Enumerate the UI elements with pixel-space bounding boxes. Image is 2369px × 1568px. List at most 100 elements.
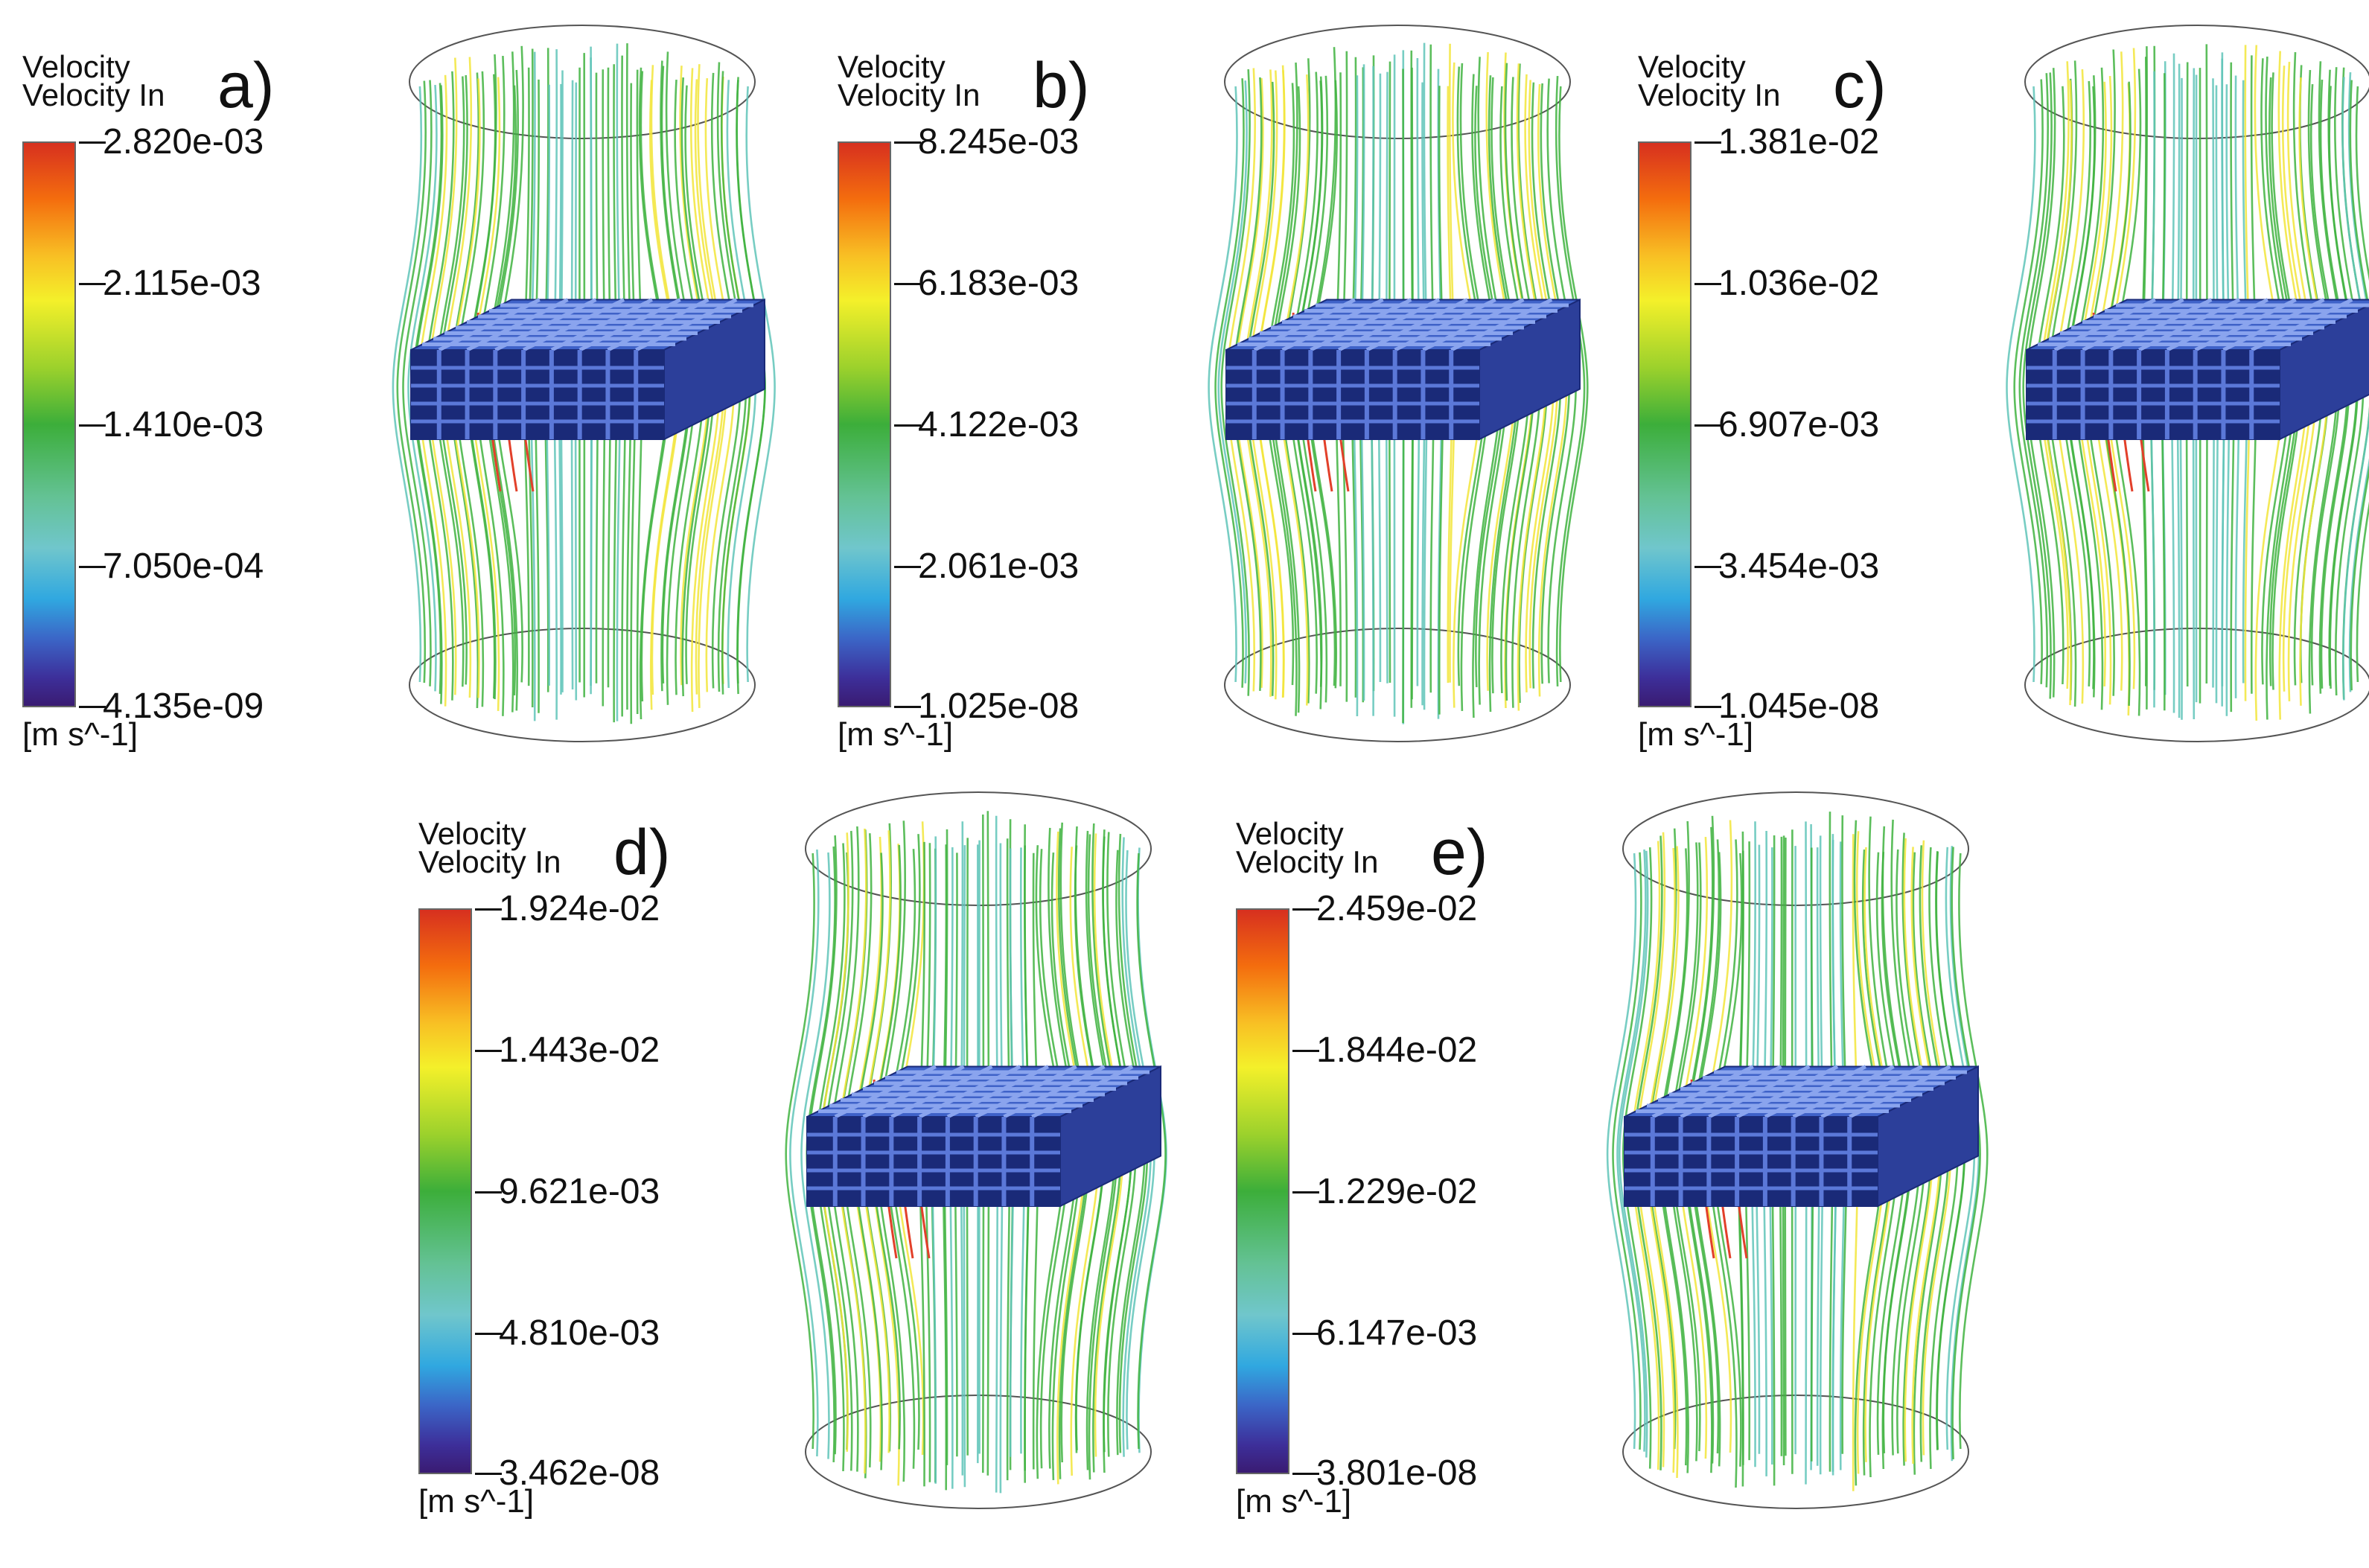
tick-label-mid: 1.229e-02 xyxy=(1316,1172,1478,1211)
colorbar-tick xyxy=(1694,566,1721,568)
legend-unit: [m s^-1] xyxy=(418,1483,535,1520)
lattice-strut xyxy=(2053,298,2156,352)
legend-subtitle: Velocity In xyxy=(22,77,165,112)
streamline xyxy=(396,80,427,683)
tick-label-min: 1.045e-08 xyxy=(1718,686,1880,726)
colorbar-tick xyxy=(79,424,106,427)
streamline xyxy=(1958,852,1989,1450)
lattice-strut xyxy=(918,1065,1021,1119)
streamline xyxy=(2341,77,2369,701)
colorbar-tick xyxy=(894,283,921,285)
tick-label-min: 3.462e-08 xyxy=(499,1453,660,1493)
lattice-strut xyxy=(466,298,569,352)
colorbar-tick xyxy=(894,706,921,708)
lattice-front-face xyxy=(1225,349,1480,440)
outlet-ellipse xyxy=(409,628,756,742)
tick-label-max: 2.459e-02 xyxy=(1316,889,1478,928)
colorbar-tick xyxy=(1292,1333,1319,1335)
lattice-block xyxy=(2026,298,2369,441)
lattice-strut xyxy=(1680,1065,1782,1119)
panel-d: Velocity Velocity In d) 1.924e-02 1.443e… xyxy=(418,767,1208,1541)
colorbar-tick xyxy=(1694,706,1721,708)
colorbar-tick xyxy=(79,566,106,568)
tick-label-mid: 9.621e-03 xyxy=(499,1172,660,1211)
streamline-scene xyxy=(785,791,1167,1509)
inlet-ellipse xyxy=(2024,25,2369,139)
lattice-strut xyxy=(550,298,654,352)
panel-c: Velocity Velocity In c) 1.381e-02 1.036e… xyxy=(1638,0,2369,774)
streamline xyxy=(402,80,433,686)
colorbar-tick xyxy=(475,1050,502,1052)
tick-label-q1: 3.454e-03 xyxy=(1718,546,1880,586)
tick-label-mid: 1.410e-03 xyxy=(103,405,264,444)
lattice-strut xyxy=(1792,1065,1895,1119)
lattice-strut xyxy=(946,1065,1050,1119)
tick-label-min: 1.025e-08 xyxy=(918,686,1080,726)
legend-unit: [m s^-1] xyxy=(22,716,138,753)
streamline xyxy=(1606,852,1637,1450)
legend-unit: [m s^-1] xyxy=(1236,1483,1352,1520)
streamline xyxy=(800,852,831,1459)
colorbar-tick xyxy=(1694,424,1721,427)
streamline xyxy=(2006,86,2036,683)
streamline xyxy=(2355,86,2369,683)
tick-label-q1: 7.050e-04 xyxy=(103,546,264,586)
streamline xyxy=(1208,86,1238,683)
tick-label-max: 8.245e-03 xyxy=(918,122,1080,162)
lattice-strut xyxy=(1310,298,1412,352)
colorbar xyxy=(1638,141,1692,707)
streamline xyxy=(1622,847,1653,1469)
colorbar-legend: Velocity Velocity In a) 2.820e-03 2.115e… xyxy=(22,0,395,774)
tick-label-q3: 1.443e-02 xyxy=(499,1030,660,1070)
streamline xyxy=(2013,79,2044,684)
legend-subtitle: Velocity In xyxy=(1638,77,1781,112)
lattice-strut xyxy=(635,298,738,352)
streamline xyxy=(1558,86,1589,683)
colorbar-legend: Velocity Velocity In d) 1.924e-02 1.443e… xyxy=(418,767,791,1541)
colorbar-tick xyxy=(79,141,106,144)
lattice-strut xyxy=(1651,1065,1754,1119)
panel-b: Velocity Velocity In b) 8.245e-03 6.183e… xyxy=(838,0,1627,774)
lattice-strut xyxy=(2251,298,2353,352)
streamline xyxy=(1220,69,1251,696)
streamline xyxy=(1616,849,1647,1452)
colorbar-legend: Velocity Velocity In b) 8.245e-03 6.183e… xyxy=(838,0,1210,774)
lattice-strut xyxy=(607,298,710,352)
streamline xyxy=(745,86,776,683)
colorbar-tick xyxy=(1694,283,1721,285)
lattice-block xyxy=(806,1065,1161,1208)
legend-title: Velocity xyxy=(1236,816,1344,851)
lattice-strut xyxy=(1281,298,1384,352)
streamline xyxy=(785,852,815,1450)
colorbar-tick xyxy=(475,1473,502,1475)
lattice-block xyxy=(1624,1065,1979,1208)
lattice-strut xyxy=(2222,298,2325,352)
inlet-ellipse xyxy=(409,25,756,139)
lattice-strut xyxy=(1394,298,1496,352)
lattice-strut xyxy=(1253,298,1356,352)
lattice-strut xyxy=(1337,298,1441,352)
colorbar-tick xyxy=(894,424,921,427)
colorbar-tick xyxy=(475,908,502,911)
streamline xyxy=(2018,73,2049,688)
lattice-strut xyxy=(834,1065,937,1119)
legend-subtitle: Velocity In xyxy=(418,844,561,879)
outlet-ellipse xyxy=(2024,628,2369,742)
colorbar xyxy=(1236,908,1289,1474)
tick-label-q1: 6.147e-03 xyxy=(1316,1313,1478,1353)
lattice-front-face xyxy=(410,349,665,440)
tick-label-max: 2.820e-03 xyxy=(103,122,264,162)
lattice-strut xyxy=(494,298,597,352)
colorbar-legend: Velocity Velocity In c) 1.381e-02 1.036e… xyxy=(1638,0,2010,774)
colorbar xyxy=(838,141,891,707)
legend-subtitle: Velocity In xyxy=(838,77,981,112)
lattice-strut xyxy=(578,298,681,352)
panel-a: Velocity Velocity In a) 2.820e-03 2.115e… xyxy=(22,0,812,774)
streamline xyxy=(1618,850,1649,1458)
streamline xyxy=(2349,80,2369,691)
lattice-block xyxy=(1225,298,1581,441)
streamline xyxy=(392,86,423,683)
tick-label-q3: 2.115e-03 xyxy=(103,264,261,303)
streamline-scene xyxy=(392,25,776,742)
outlet-ellipse xyxy=(1224,628,1571,742)
